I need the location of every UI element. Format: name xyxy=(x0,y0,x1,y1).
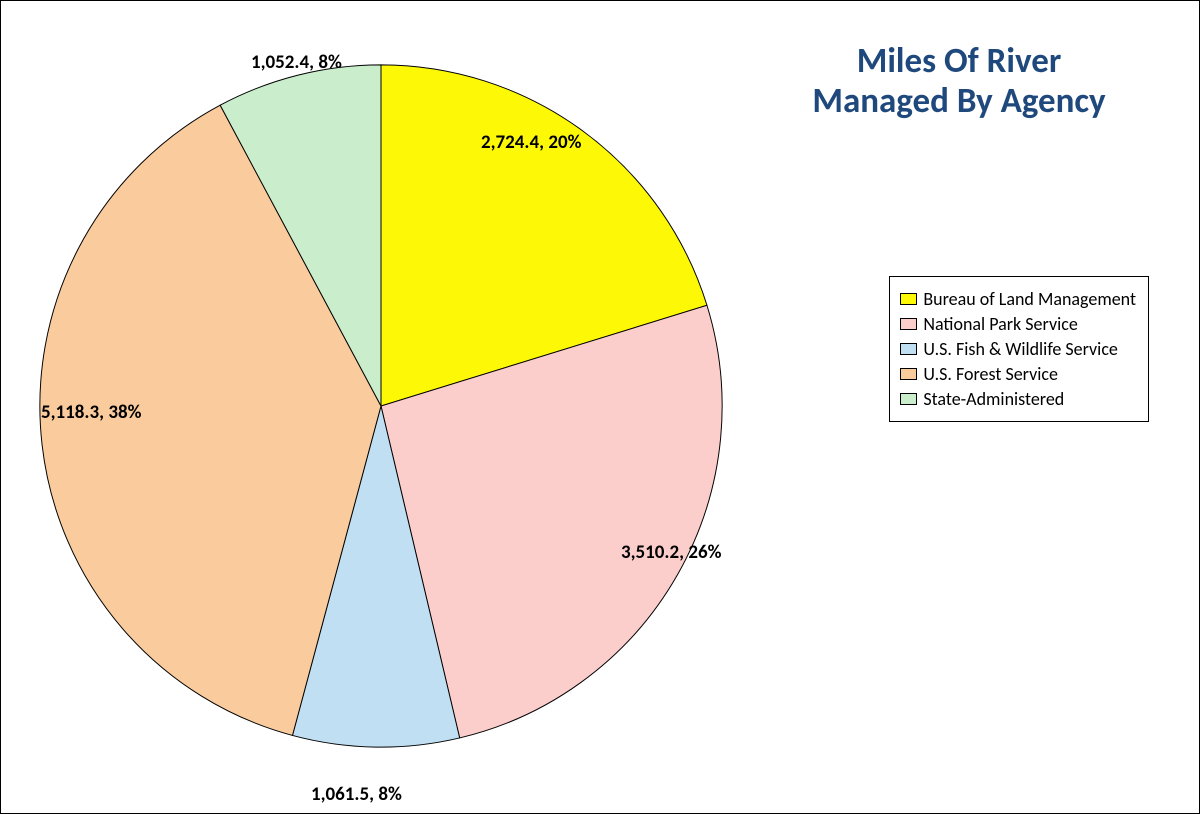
slice-label: 2,724.4, 20% xyxy=(481,131,581,154)
slice-label: 5,118.3, 38% xyxy=(41,401,141,424)
legend-swatch xyxy=(900,368,917,380)
legend-swatch xyxy=(900,318,917,330)
pie-chart-area: 2,724.4, 20% 3,510.2, 26% 1,061.5, 8% 5,… xyxy=(31,21,731,791)
slice-label: 1,052.4, 8% xyxy=(251,51,342,74)
legend: Bureau of Land Management National Park … xyxy=(889,276,1149,422)
legend-swatch xyxy=(900,293,917,305)
legend-swatch xyxy=(900,393,917,405)
chart-container: 2,724.4, 20% 3,510.2, 26% 1,061.5, 8% 5,… xyxy=(0,0,1200,814)
legend-label: U.S. Fish & Wildlife Service xyxy=(923,338,1118,360)
legend-item: State-Administered xyxy=(900,388,1136,410)
legend-swatch xyxy=(900,343,917,355)
legend-label: Bureau of Land Management xyxy=(923,288,1136,310)
slice-label: 3,510.2, 26% xyxy=(621,541,721,564)
legend-item: Bureau of Land Management xyxy=(900,288,1136,310)
legend-label: State-Administered xyxy=(923,388,1064,410)
legend-label: National Park Service xyxy=(923,313,1077,335)
legend-label: U.S. Forest Service xyxy=(923,363,1058,385)
chart-title: Miles Of River Managed By Agency xyxy=(799,41,1119,122)
legend-item: National Park Service xyxy=(900,313,1136,335)
legend-item: U.S. Forest Service xyxy=(900,363,1136,385)
slice-label: 1,061.5, 8% xyxy=(311,783,402,806)
legend-item: U.S. Fish & Wildlife Service xyxy=(900,338,1136,360)
